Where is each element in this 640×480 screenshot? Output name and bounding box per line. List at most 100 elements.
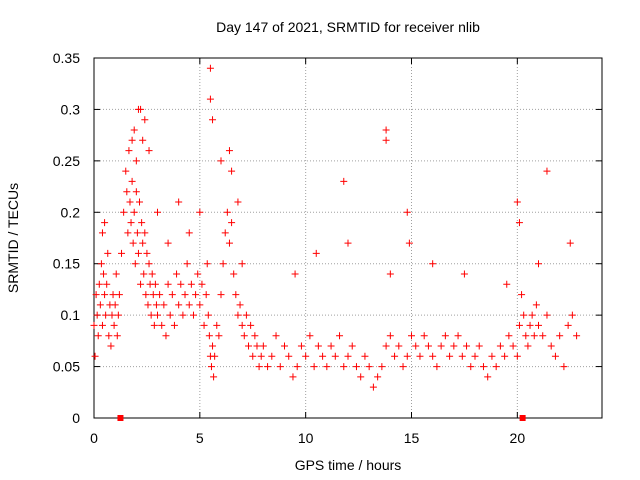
chart-title: Day 147 of 2021, SRMTID for receiver nli… — [216, 19, 480, 35]
data-point — [293, 363, 301, 371]
data-point — [143, 249, 151, 257]
y-tick-label: 0.3 — [61, 101, 81, 117]
data-point — [98, 321, 106, 329]
data-point — [131, 260, 139, 268]
x-axis-ticks: 0 5 10 15 20 — [90, 58, 525, 446]
data-point — [115, 291, 123, 299]
y-tick-label: 0.1 — [61, 307, 81, 323]
data-point — [539, 332, 547, 340]
data-point — [138, 219, 146, 227]
data-point — [109, 291, 117, 299]
data-point — [141, 116, 149, 124]
data-point — [142, 291, 150, 299]
data-point — [162, 332, 170, 340]
data-point — [144, 301, 152, 309]
data-point — [467, 363, 475, 371]
data-point — [179, 311, 187, 319]
data-point — [245, 342, 253, 350]
data-point — [446, 352, 454, 360]
data-point — [285, 352, 293, 360]
data-point — [515, 219, 523, 227]
data-point — [340, 363, 348, 371]
data-point — [145, 147, 153, 155]
y-tick-label: 0.2 — [61, 204, 81, 220]
data-point — [110, 321, 118, 329]
data-point — [336, 332, 344, 340]
data-point — [386, 332, 394, 340]
data-point — [234, 311, 242, 319]
data-point — [564, 321, 572, 329]
data-point — [496, 342, 504, 350]
data-point — [139, 136, 147, 144]
data-point — [207, 363, 215, 371]
data-point — [249, 352, 257, 360]
data-point — [357, 373, 365, 381]
data-point — [202, 291, 210, 299]
data-point — [164, 239, 172, 247]
data-point — [475, 342, 483, 350]
data-point — [344, 352, 352, 360]
data-point — [92, 291, 100, 299]
data-point — [228, 219, 236, 227]
data-point — [100, 270, 108, 278]
data-point — [530, 332, 538, 340]
x-tick-label: 0 — [90, 430, 98, 446]
data-point — [95, 280, 103, 288]
data-point — [98, 229, 106, 237]
data-point — [238, 321, 246, 329]
data-point — [189, 311, 197, 319]
data-point — [94, 332, 102, 340]
data-point — [566, 239, 574, 247]
data-point — [306, 332, 314, 340]
data-point — [297, 342, 305, 350]
x-tick-label: 5 — [196, 430, 204, 446]
data-point — [501, 352, 509, 360]
data-point — [403, 352, 411, 360]
data-point — [291, 270, 299, 278]
data-point — [289, 373, 297, 381]
data-point — [140, 270, 148, 278]
y-tick-label: 0.05 — [53, 359, 80, 375]
data-point — [251, 332, 259, 340]
data-point — [132, 157, 140, 165]
data-point — [378, 363, 386, 371]
data-point — [268, 352, 276, 360]
y-tick-label: 0.15 — [53, 256, 80, 272]
data-point — [420, 332, 428, 340]
data-point — [382, 126, 390, 134]
data-point — [206, 64, 214, 72]
y-tick-label: 0.35 — [53, 50, 80, 66]
data-point — [556, 332, 564, 340]
data-point — [168, 291, 176, 299]
data-point — [257, 352, 265, 360]
data-point — [369, 383, 377, 391]
data-point — [361, 352, 369, 360]
data-point — [149, 291, 157, 299]
data-point — [130, 126, 138, 134]
data-point — [302, 352, 310, 360]
data-point — [463, 342, 471, 350]
data-point — [454, 332, 462, 340]
data-point — [126, 198, 134, 206]
data-point — [170, 321, 178, 329]
data-point — [132, 188, 140, 196]
data-point — [331, 352, 339, 360]
data-point — [105, 332, 113, 340]
data-point — [187, 280, 195, 288]
data-point — [458, 352, 466, 360]
data-point — [217, 157, 225, 165]
data-point — [503, 280, 511, 288]
data-point — [232, 291, 240, 299]
data-point — [125, 147, 133, 155]
data-point — [437, 342, 445, 350]
data-point — [532, 301, 540, 309]
data-point — [223, 208, 231, 216]
data-point — [242, 311, 250, 319]
x-axis-label: GPS time / hours — [295, 457, 402, 473]
data-point — [535, 260, 542, 268]
data-points — [90, 64, 581, 391]
data-point — [386, 270, 394, 278]
data-point — [543, 311, 551, 319]
data-point — [520, 311, 528, 319]
data-point — [225, 239, 233, 247]
